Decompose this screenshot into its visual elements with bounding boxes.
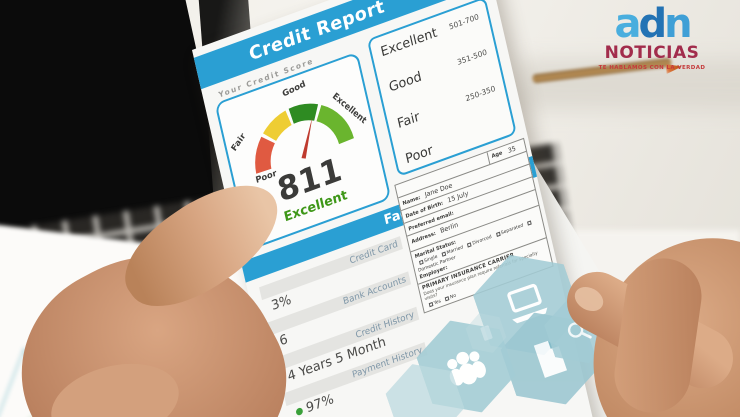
range-value: 351-500 xyxy=(456,47,488,68)
factor-value: 3% xyxy=(269,292,293,315)
credit-report-paper: Credit Report Your Credit Score Poor Fai… xyxy=(192,0,611,417)
laptop-icon xyxy=(491,267,564,343)
adn-noticias-logo: adn NOTICIAS TE HABLAMOS CON LA VERDAD xyxy=(574,4,730,71)
email-value xyxy=(455,207,457,215)
calculator-icon xyxy=(472,318,500,348)
checkbox-icon xyxy=(527,219,533,226)
checkbox-icon xyxy=(495,231,501,237)
range-value: 501-700 xyxy=(448,12,480,32)
hexagon-laptop xyxy=(464,239,589,370)
logo-tagline: TE HABLAMOS CON LA VERDAD xyxy=(598,64,706,71)
score-gauge: Poor Fair Good Excellent xyxy=(225,69,375,195)
insurance-option: No xyxy=(449,293,457,301)
people-icon xyxy=(433,332,500,402)
range-label: Excellent xyxy=(379,25,439,61)
logo-brand: adn xyxy=(614,1,692,47)
insurance-option: Yes xyxy=(433,299,442,307)
address-value: Berlin xyxy=(439,220,459,235)
logo-name: NOTICIAS xyxy=(604,43,700,63)
credit-score-gauge-box: Poor Fair Good Excellent 811 Excellent xyxy=(214,51,392,251)
age-value: 35 xyxy=(507,144,517,155)
gauge-arc xyxy=(255,103,354,174)
range-value: 250-350 xyxy=(464,83,497,103)
green-dot-icon xyxy=(295,406,304,417)
hexagon-calculator xyxy=(462,307,510,358)
range-label: Good xyxy=(387,69,424,97)
report-title: Credit Report xyxy=(246,0,387,65)
range-label: Fair xyxy=(395,109,422,132)
gauge-needle-icon xyxy=(301,116,313,159)
hexagon-people xyxy=(409,306,524,417)
age-label: Age xyxy=(491,150,503,160)
range-label: Poor xyxy=(404,142,435,168)
